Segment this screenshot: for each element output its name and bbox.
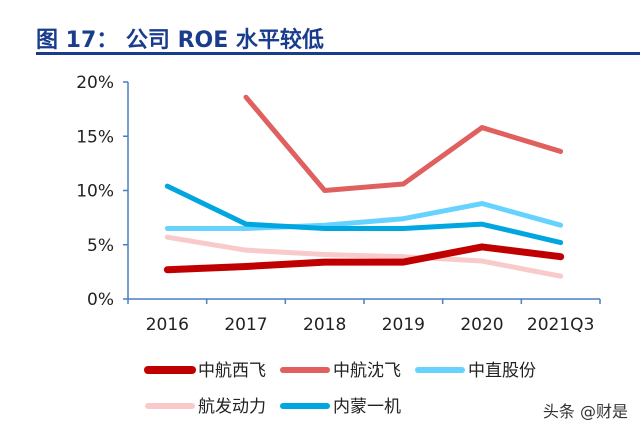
x-tick-label: 2019 [382, 315, 425, 335]
x-tick-label: 2016 [146, 315, 189, 335]
series-line-中航沈飞 [243, 94, 564, 193]
legend-label: 航发动力 [198, 397, 266, 417]
x-tick-label: 2021Q3 [527, 315, 594, 335]
legend-label: 内蒙一机 [333, 397, 401, 417]
legend-label: 中航西飞 [198, 361, 266, 381]
series-line-航发动力 [164, 234, 564, 279]
series-line-内蒙一机 [164, 183, 564, 246]
x-tick-label: 2018 [303, 315, 346, 335]
y-tick-label: 0% [87, 290, 114, 310]
y-tick-label: 15% [76, 127, 114, 147]
series-line-中直股份 [164, 201, 564, 231]
x-tick-label: 2020 [460, 315, 503, 335]
watermark: 头条 @财是 [542, 402, 628, 421]
legend-label: 中直股份 [468, 361, 536, 381]
series-line-中航西飞 [163, 243, 565, 274]
x-tick-label: 2017 [224, 315, 267, 335]
y-tick-label: 20% [76, 73, 114, 93]
y-tick-label: 10% [76, 182, 114, 202]
chart-title: 图 17： 公司 ROE 水平较低 [36, 28, 324, 53]
title-divider [36, 52, 640, 55]
legend-label: 中航沈飞 [333, 361, 401, 381]
y-tick-label: 5% [87, 236, 114, 256]
